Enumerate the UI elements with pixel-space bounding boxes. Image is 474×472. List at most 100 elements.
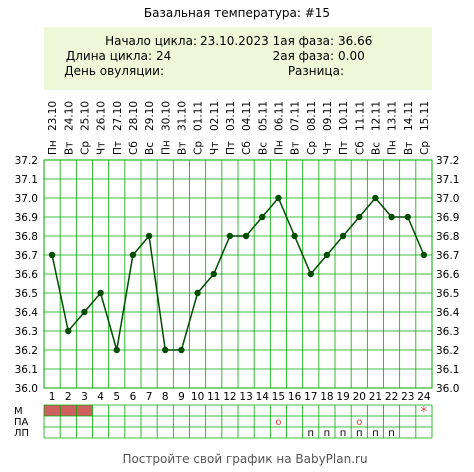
day-number-label: 14 [256,391,270,403]
x-axis-labels: 1 2 3 4 5 6 7 8 9 10 11 12 13 14 15 16 17 18 19 20 21 22 23 24 [49,391,431,403]
weekday-label: Пн [47,140,59,155]
weekday-label: Чт [96,142,108,155]
day-number-label: 23 [401,391,414,403]
y-tick-label-left: 36.7 [15,250,38,262]
y-tick-label-right: 37.1 [436,174,459,186]
temperature-point [113,346,120,354]
date-label: 03.11 [225,101,237,131]
p-marker: п [388,428,395,439]
p-marker: п [356,428,363,439]
temperature-point [323,251,331,259]
temperature-point [97,289,104,297]
cycle-length-label: Длина цикла: [66,49,152,63]
y-tick-label-left: 36.0 [15,383,38,395]
weekday-label: Пн [160,140,172,155]
date-label: 31.10 [176,101,188,131]
temperature-point [48,251,56,259]
ovulation-day-label: День овуляции: [64,64,164,78]
weekday-label: Вт [403,142,415,155]
temperature-line [51,196,425,351]
footer-text[interactable]: Постройте свой график на BabyPlan.ru [122,452,367,466]
menses-cell [76,405,93,416]
day-number-label: 10 [191,391,204,403]
temperature-point [226,232,234,240]
temperature-point [388,213,395,221]
temperature-point [275,194,282,202]
weekday-label: Ср [306,141,318,155]
y-tick-label-left: 36.2 [15,345,38,357]
y-tick-label-right: 36.4 [436,307,460,319]
circle-marker: o [356,417,362,428]
phase2-value: 0.00 [338,49,365,63]
temperature-point [129,251,137,259]
y-tick-label-right: 36.3 [436,326,459,338]
weekday-label: Вт [176,142,188,155]
cycle-length-value: 24 [156,49,171,63]
weekday-label: Вс [370,142,382,155]
y-tick-label-right: 36.2 [436,345,459,357]
day-number-label: 9 [178,391,185,403]
day-number-label: 16 [288,391,302,403]
chart-title: Базальная температура: #15 [144,6,330,20]
info-panel-background [44,27,432,90]
temperature-series [48,194,428,354]
y-tick-label-right: 36.1 [436,364,459,376]
day-number-label: 11 [207,391,220,403]
weekday-label: Пт [112,141,124,155]
y-tick-label-right: 36.5 [436,288,459,300]
circle-marker: o [275,417,281,428]
day-number-label: 13 [239,391,252,403]
y-tick-label-left: 37.0 [15,193,38,205]
temperature-point [65,327,72,335]
weekday-label: Чт [209,142,221,155]
day-number-label: 5 [113,391,120,403]
day-number-label: 3 [81,391,88,403]
day-number-label: 18 [320,391,333,403]
phase1-value: 36.66 [338,34,372,48]
date-label: 27.10 [112,101,124,131]
plot-border [43,159,433,389]
y-tick-label-right: 36.6 [436,269,460,281]
date-label: 11.11 [354,101,366,131]
info-panel: Начало цикла: 23.10.2023 Длина цикла: 24… [44,27,432,90]
y-axis-labels: 36.0 36.0 36.1 36.1 36.2 36.2 36.3 36.3 36.4 36.4… [15,155,460,395]
temperature-point [210,270,217,278]
y-tick-label-left: 36.8 [15,231,38,243]
p-marker: п [340,428,347,439]
temperature-point [81,308,88,316]
date-label: 02.11 [209,101,221,131]
y-tick-label-right: 37.0 [436,193,459,205]
cycle-start-value: 23.10.2023 [200,34,269,48]
marker-rows: М *ПА o oЛП п п п п п п [14,404,433,439]
menses-cell [60,405,77,416]
weekday-label: Пт [225,141,237,155]
day-number-label: 12 [223,391,236,403]
date-label: 01.11 [193,101,205,131]
weekday-label: Вт [290,142,302,155]
temperature-point [339,232,347,240]
header-labels: Пн 23.10 Вт 24.10 Ср 25.10 Чт 26.10 Пт 27.10 Сб 28.… [47,101,431,155]
y-tick-label-left: 37.1 [15,174,38,186]
date-label: 15.11 [419,101,431,131]
y-tick-label-right: 36.7 [436,250,459,262]
row-label: М [14,406,23,417]
date-label: 24.10 [63,101,75,131]
phase2-label: 2ая фаза: [273,49,334,63]
date-label: 08.11 [306,101,318,131]
weekday-label: Сб [354,141,366,155]
y-tick-label-left: 36.5 [15,288,38,300]
date-label: 28.10 [128,101,140,131]
temperature-point [291,232,298,240]
date-label: 26.10 [96,101,108,131]
day-number-label: 2 [65,391,72,403]
y-tick-label-left: 36.4 [15,307,39,319]
day-number-label: 21 [369,391,382,403]
p-marker: п [324,428,331,439]
day-number-label: 4 [97,391,104,403]
y-tick-label-right: 37.2 [436,155,459,167]
date-label: 29.10 [144,101,156,131]
y-tick-label-left: 36.1 [15,364,38,376]
temperature-point [372,194,379,202]
row-label: ЛП [14,428,29,439]
temperature-point [307,270,314,278]
